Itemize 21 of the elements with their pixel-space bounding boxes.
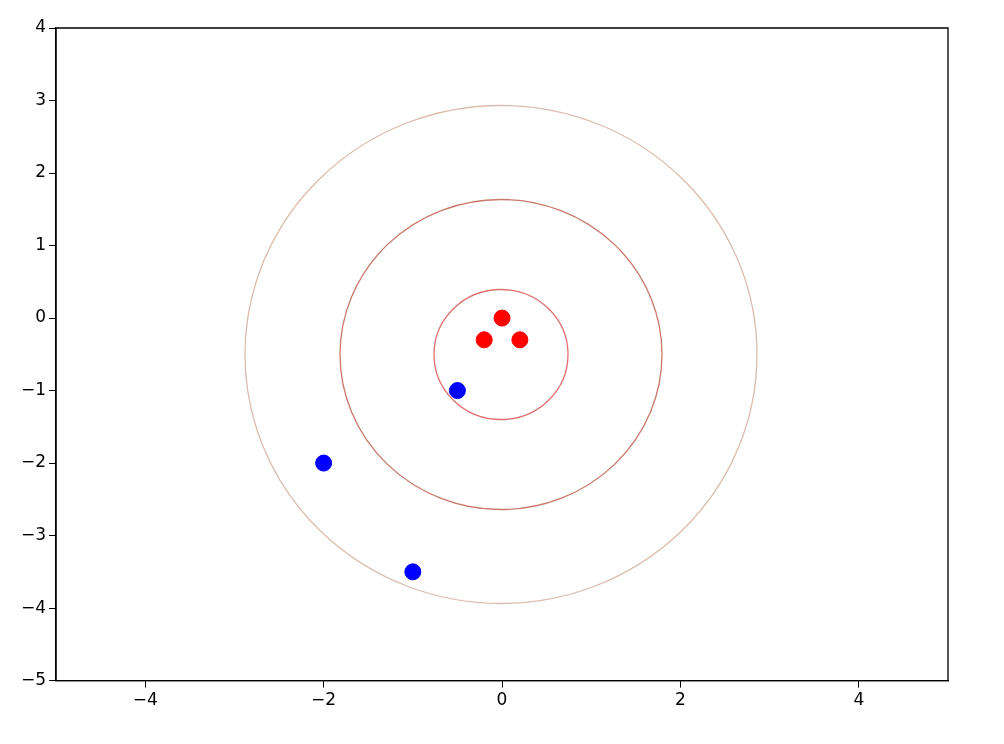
y-tick-label: −5 — [21, 669, 47, 690]
x-tick-label: 4 — [853, 689, 865, 710]
x-tick-label: 2 — [675, 689, 686, 710]
y-tick-label: 4 — [35, 16, 47, 37]
y-tick-label: 3 — [35, 88, 47, 109]
point — [315, 454, 333, 472]
y-tick-label: −2 — [21, 451, 47, 472]
point — [511, 331, 529, 349]
x-tick-label: −4 — [132, 689, 158, 710]
y-tick-label: 0 — [35, 306, 47, 327]
y-tick-label: −1 — [21, 378, 47, 399]
y-tick-label: 1 — [35, 233, 47, 254]
x-tick-label: −2 — [311, 689, 337, 710]
point — [493, 309, 511, 327]
y-tick-label: −4 — [21, 596, 47, 617]
y-tick-label: −3 — [21, 524, 47, 544]
y-tick-label: 2 — [35, 161, 47, 182]
x-tick-label: 0 — [496, 689, 508, 710]
point — [475, 331, 493, 349]
point — [404, 563, 422, 581]
point — [448, 382, 466, 400]
